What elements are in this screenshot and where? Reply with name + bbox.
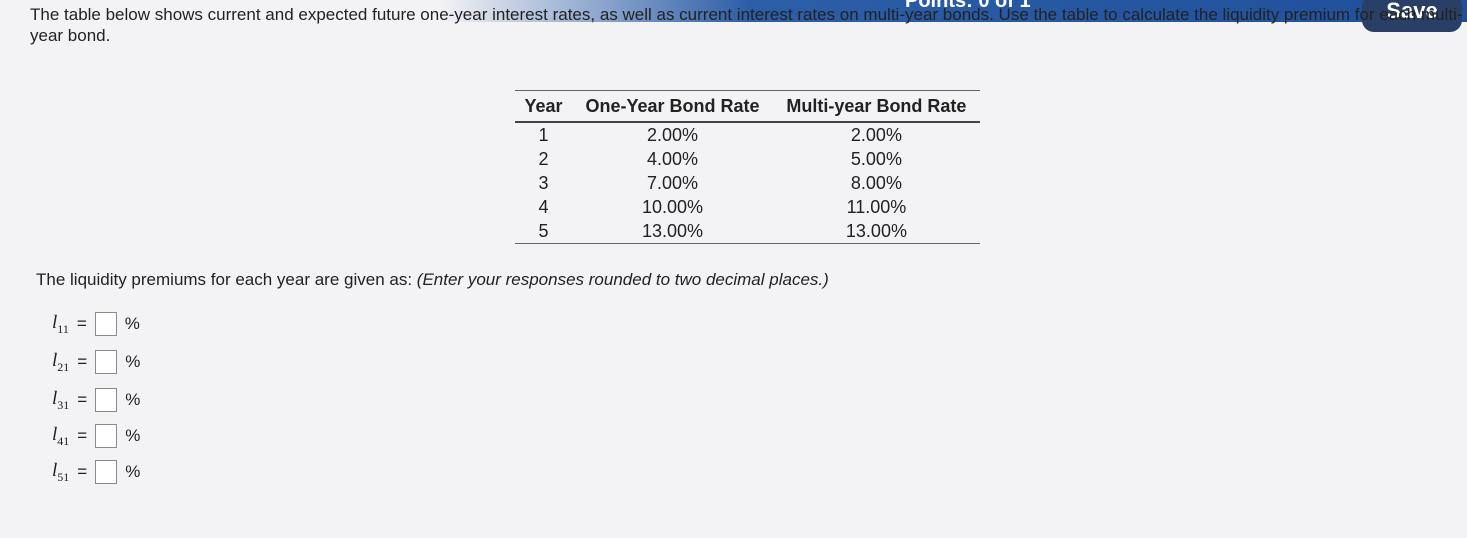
table-cell: 7.00% xyxy=(646,173,698,193)
table-cell: 2.00% xyxy=(850,125,902,145)
table-row: 2 4.00% 5.00% xyxy=(515,147,980,171)
table-cell: 5.00% xyxy=(850,149,902,169)
prompt-text: The liquidity premiums for each year are… xyxy=(36,270,413,289)
points: Points: 0 of 1 xyxy=(905,0,1031,12)
equals: = xyxy=(77,462,88,482)
subscript: 51 xyxy=(57,469,70,484)
table-cell: 8.00% xyxy=(850,173,902,193)
prompt: The liquidity premiums for each year are… xyxy=(36,270,829,290)
answer-row: l51 =% xyxy=(52,460,140,485)
symbol: l xyxy=(52,424,58,445)
answer-row: l41 =% xyxy=(52,424,140,449)
subscript: 41 xyxy=(57,433,70,448)
symbol: l xyxy=(52,312,58,333)
table-cell: 2 xyxy=(538,149,549,169)
answer-input[interactable] xyxy=(95,424,118,449)
answer-row: l11 =% xyxy=(52,312,140,337)
table-cell: 2.00% xyxy=(646,125,698,145)
answer-input[interactable] xyxy=(94,312,117,337)
column-header: Multi-year Bond Rate xyxy=(772,90,980,123)
rates-table: Year One-Year Bond Rate Multi-year Bond Ra… xyxy=(515,90,980,244)
instruction: (Enter your responses rounded to two dec… xyxy=(416,270,829,289)
subscript: 11 xyxy=(57,321,69,336)
column-header: One-Year Bond Rate xyxy=(572,90,773,123)
table-cell: 4 xyxy=(538,197,549,217)
table-row: 3 7.00% 8.00% xyxy=(515,171,980,195)
answer-input[interactable] xyxy=(95,350,118,375)
unit: % xyxy=(125,352,141,372)
question-text: The table below shows current and expect… xyxy=(30,5,1463,45)
subscript: 21 xyxy=(57,359,70,374)
table-cell: 13.00% xyxy=(772,219,980,244)
table-cell: 11.00% xyxy=(846,197,907,217)
table-cell: 13.00% xyxy=(572,219,773,244)
unit: % xyxy=(125,462,141,482)
table-row: 5 13.00% 13.00% xyxy=(515,219,980,244)
table-cell: 3 xyxy=(538,173,549,193)
answer-row: l21 =% xyxy=(52,350,140,375)
table-cell: 1 xyxy=(538,125,549,145)
unit: % xyxy=(124,314,140,334)
liquidity-label: l51 xyxy=(52,460,69,485)
answer-input[interactable] xyxy=(95,388,118,413)
answer-input[interactable] xyxy=(95,460,118,485)
column-header: Year xyxy=(515,90,573,123)
unit: % xyxy=(125,390,141,410)
liquidity-label: l31 xyxy=(52,388,69,413)
table-row: 1 2.00% 2.00% xyxy=(515,122,980,147)
equals: = xyxy=(76,314,87,334)
table-cell: 10.00% xyxy=(641,197,704,217)
equals: = xyxy=(77,390,88,410)
equals: = xyxy=(77,352,88,372)
subscript: 31 xyxy=(57,397,70,412)
liquidity-label: l41 xyxy=(52,424,69,449)
table-cell: 4.00% xyxy=(646,149,698,169)
liquidity-label: l21 xyxy=(52,350,69,375)
answer-row: l31 =% xyxy=(52,388,140,413)
table-cell: 5 xyxy=(515,219,573,244)
equals: = xyxy=(77,426,88,446)
symbol: l xyxy=(52,388,58,409)
liquidity-label: l11 xyxy=(52,312,69,337)
symbol: l xyxy=(52,350,58,371)
save-button[interactable]: Save xyxy=(1362,0,1462,32)
symbol: l xyxy=(52,460,58,481)
unit: % xyxy=(125,426,141,446)
table-row: 4 10.00% 11.00% xyxy=(515,195,980,219)
top-bar xyxy=(440,0,1467,22)
